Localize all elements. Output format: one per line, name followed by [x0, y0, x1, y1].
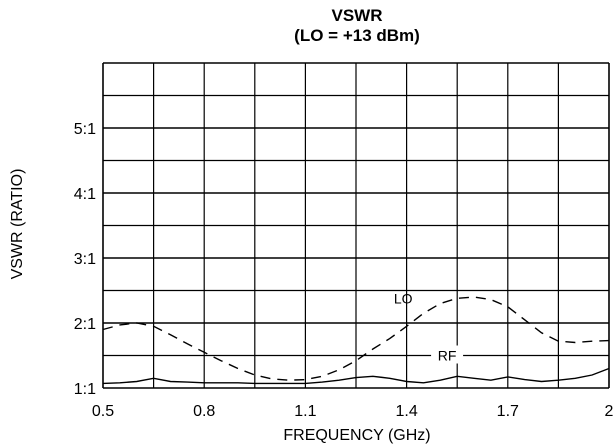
x-tick-label: 2: [605, 403, 614, 420]
grid: [102, 62, 610, 389]
curves: LO RF: [102, 291, 610, 385]
x-tick-label: 1.4: [395, 403, 417, 420]
x-tick-label: 1.7: [497, 403, 519, 420]
x-tick-label: 1.1: [294, 403, 316, 420]
axis-ticks: 0.5 0.8 1.1 1.4 1.7 2 1:1 2:1 3:1 4:1 5:1: [74, 121, 614, 420]
series-label-rf-bg: [431, 345, 464, 364]
series-line-rf: [102, 367, 610, 385]
y-tick-label: 3:1: [74, 251, 96, 268]
x-tick-label: 0.8: [193, 403, 215, 420]
y-axis-label: VSWR (RATIO): [9, 169, 26, 280]
y-tick-label: 5:1: [74, 121, 96, 138]
series-label-rf: RF: [438, 348, 457, 364]
x-axis-label: FREQUENCY (GHz): [283, 427, 430, 444]
x-tick-label: 0.5: [92, 403, 114, 420]
chart-subtitle: (LO = +13 dBm): [294, 26, 420, 45]
y-tick-label: 4:1: [74, 186, 96, 203]
y-tick-label: 2:1: [74, 316, 96, 333]
y-tick-label: 1:1: [74, 381, 96, 398]
series-line-lo: [102, 296, 610, 381]
series-label-lo: LO: [394, 291, 413, 307]
chart-title: VSWR: [332, 6, 383, 25]
